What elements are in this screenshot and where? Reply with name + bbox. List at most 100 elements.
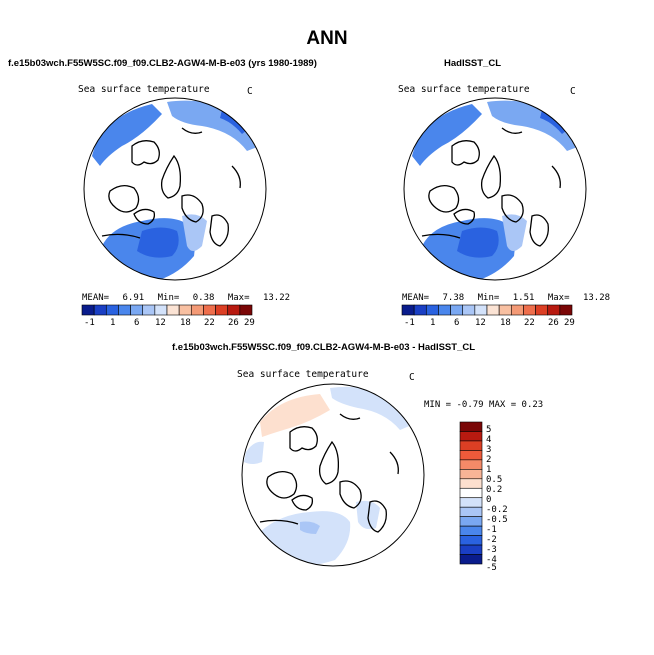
colorbar-swatch <box>510 304 524 316</box>
panel-1-min-value: 0.38 <box>192 293 215 303</box>
colorbar-swatch <box>535 304 549 316</box>
diff-colorbar-swatch <box>459 535 483 546</box>
panel-1-tick: 18 <box>180 318 191 328</box>
panel-2-tick: 12 <box>475 318 486 328</box>
panel-2-tick: -1 <box>404 318 415 328</box>
diff-colorbar-label: -5 <box>486 563 497 573</box>
panel-2-tick: 18 <box>500 318 511 328</box>
panel-2-tick: 26 <box>548 318 559 328</box>
panel-2-min-label: Min= <box>477 293 500 303</box>
diff-colorbar-label: 0 <box>486 495 492 505</box>
panel-1-colorbar-ticks: -1 1 6 12 18 22 26 29 <box>82 318 255 330</box>
colorbar-swatch <box>462 304 476 316</box>
diff-colorbar-label: -0.2 <box>486 505 508 515</box>
diff-colorbar-label: 3 <box>486 445 492 455</box>
panel-2-stats: MEAN= 7.38 Min= 1.51 Max= 13.28 <box>402 293 610 303</box>
colorbar-swatch <box>413 304 427 316</box>
colorbar-swatch <box>438 304 451 316</box>
panel-1-tick: 22 <box>204 318 215 328</box>
diff-colorbar-swatch <box>459 487 483 499</box>
diff-colorbar-swatch <box>459 525 483 536</box>
diff-colorbar-swatch <box>459 421 483 432</box>
panel-2-max-label: Max= <box>547 293 570 303</box>
colorbar-swatch <box>178 304 192 316</box>
colorbar-swatch <box>401 304 415 316</box>
panel-2-tick: 29 <box>564 318 575 328</box>
panel-1-tick: 6 <box>134 318 140 328</box>
panel-1-units: C <box>247 86 253 97</box>
diff-colorbar-label: -1 <box>486 525 497 535</box>
panel-1-mean-value: 6.91 <box>122 293 145 303</box>
figure-title: ANN <box>306 28 348 49</box>
panel-1-tick: 12 <box>155 318 166 328</box>
diff-colorbar-label: 1 <box>486 465 492 475</box>
panel-1-max-label: Max= <box>227 293 250 303</box>
panel-2-mean-value: 7.38 <box>442 293 465 303</box>
diff-panel-title: f.e15b03wch.F55W5SC.f09_f09.CLB2-AGW4-M-… <box>172 342 476 353</box>
diff-panel-variable: Sea surface temperature <box>237 369 369 380</box>
diff-colorbar-label: -3 <box>486 545 497 555</box>
colorbar-swatch <box>450 304 464 316</box>
panel-2-max-value: 13.28 <box>582 293 611 303</box>
panel-2-tick: 6 <box>454 318 460 328</box>
colorbar-swatch <box>118 304 131 316</box>
colorbar-swatch <box>130 304 144 316</box>
panel-1-stats: MEAN= 6.91 Min= 0.38 Max= 13.22 <box>82 293 290 303</box>
colorbar-swatch <box>215 304 229 316</box>
colorbar-swatch <box>523 304 536 316</box>
panel-1-tick: 1 <box>110 318 116 328</box>
panel-2-tick: 1 <box>430 318 436 328</box>
diff-colorbar-label: -2 <box>486 535 497 545</box>
panel-1-colorbar <box>81 304 253 316</box>
colorbar-swatch <box>166 304 180 316</box>
colorbar-swatch <box>203 304 216 316</box>
diff-panel-units: C <box>409 372 415 383</box>
colorbar-swatch <box>239 304 253 316</box>
diff-panel-polar-map <box>241 383 425 567</box>
diff-panel-colorbar-labels: 5 4 3 2 1 0.5 0.2 0 -0.2 -0.5 -1 -2 -3 -… <box>486 425 526 573</box>
panel-1-polar-map <box>83 97 267 281</box>
panel-1-mean-label: MEAN= <box>82 293 110 303</box>
colorbar-swatch <box>425 304 439 316</box>
diff-colorbar-label: 2 <box>486 455 492 465</box>
diff-colorbar-label: -0.5 <box>486 515 508 525</box>
panel-2-units: C <box>570 86 576 97</box>
diff-colorbar-swatch <box>459 431 483 442</box>
colorbar-swatch <box>93 304 107 316</box>
diff-colorbar-swatch <box>459 544 483 555</box>
diff-panel-minmax: MIN = -0.79 MAX = 0.23 <box>424 400 544 410</box>
diff-colorbar-swatch <box>459 450 483 461</box>
panel-1-tick: 29 <box>244 318 255 328</box>
diff-colorbar-label: 0.2 <box>486 485 503 495</box>
diff-colorbar-label: 4 <box>486 435 492 445</box>
panel-1-min-label: Min= <box>157 293 180 303</box>
colorbar-swatch <box>105 304 119 316</box>
panel-1-title: f.e15b03wch.F55W5SC.f09_f09.CLB2-AGW4-M-… <box>8 58 317 69</box>
diff-colorbar-swatch <box>459 440 483 451</box>
colorbar-swatch <box>474 304 488 316</box>
panel-2-colorbar-ticks: -1 1 6 12 18 22 26 29 <box>402 318 575 330</box>
diff-panel-colorbar <box>459 421 483 565</box>
panel-2-mean-label: MEAN= <box>402 293 430 303</box>
diff-colorbar-label: -4 <box>486 555 497 565</box>
panel-2-min-value: 1.51 <box>512 293 535 303</box>
diff-colorbar-label: 5 <box>486 425 492 435</box>
panel-1-max-value: 13.22 <box>262 293 291 303</box>
panel-2-title: HadISST_CL <box>444 58 502 69</box>
diff-colorbar-label: 0.5 <box>486 475 503 485</box>
panel-1-tick: -1 <box>84 318 95 328</box>
diff-colorbar-swatch <box>459 459 483 470</box>
panel-2-colorbar <box>401 304 573 316</box>
colorbar-swatch <box>227 304 241 316</box>
panel-2-variable: Sea surface temperature <box>398 84 530 95</box>
panel-2-polar-map <box>403 97 587 281</box>
diff-colorbar-swatch <box>459 516 483 527</box>
colorbar-swatch <box>559 304 573 316</box>
panel-1-tick: 26 <box>228 318 239 328</box>
colorbar-swatch <box>547 304 561 316</box>
colorbar-swatch <box>498 304 512 316</box>
colorbar-swatch <box>81 304 95 316</box>
colorbar-swatch <box>154 304 168 316</box>
diff-colorbar-swatch <box>459 469 483 480</box>
panel-2-tick: 22 <box>524 318 535 328</box>
